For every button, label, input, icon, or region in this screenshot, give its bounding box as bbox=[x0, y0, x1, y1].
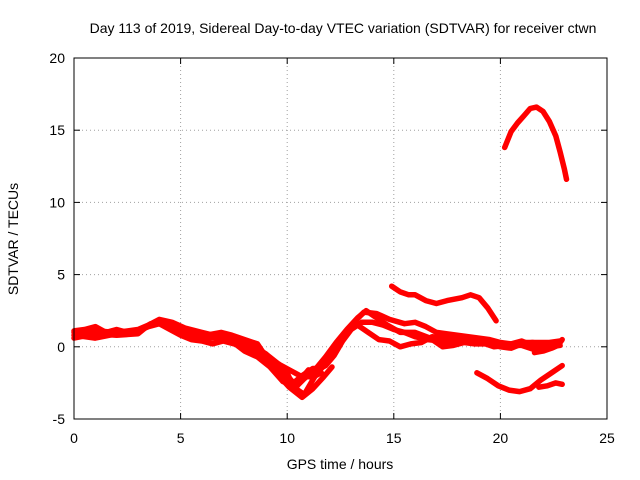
series-line-s11 bbox=[501, 104, 570, 183]
y-tick-label: 20 bbox=[49, 50, 65, 66]
series-line-s3 bbox=[71, 307, 563, 390]
x-tick-label: 15 bbox=[386, 430, 402, 446]
y-tick-label: 5 bbox=[57, 267, 65, 283]
series-line-s9 bbox=[536, 380, 565, 390]
x-tick-label: 20 bbox=[493, 430, 509, 446]
chart-title: Day 113 of 2019, Sidereal Day-to-day VTE… bbox=[90, 20, 597, 36]
y-tick-labels: -5 0 5 10 15 20 bbox=[49, 50, 65, 427]
series-layer bbox=[71, 104, 570, 401]
x-tick-label: 10 bbox=[279, 430, 295, 446]
x-tick-label: 5 bbox=[177, 430, 185, 446]
x-tick-label: 25 bbox=[599, 430, 615, 446]
series-line-s6 bbox=[265, 361, 335, 401]
x-tick-labels: 0 5 10 15 20 25 bbox=[70, 430, 615, 446]
y-tick-label: 0 bbox=[57, 339, 65, 355]
series-line-s5 bbox=[254, 346, 325, 380]
plot-frame bbox=[73, 57, 608, 420]
y-axis-label: SDTVAR / TECUs bbox=[5, 183, 21, 295]
y-tick-label: -5 bbox=[53, 411, 66, 427]
series-line-s8 bbox=[474, 362, 565, 395]
x-tick-label: 0 bbox=[70, 430, 78, 446]
y-tick-label: 10 bbox=[49, 194, 65, 210]
x-axis-label: GPS time / hours bbox=[287, 456, 394, 472]
y-tick-label: 15 bbox=[49, 122, 65, 138]
series-line-s10 bbox=[531, 336, 565, 356]
series-line-s4 bbox=[71, 319, 563, 386]
series-line-s7 bbox=[388, 283, 499, 324]
